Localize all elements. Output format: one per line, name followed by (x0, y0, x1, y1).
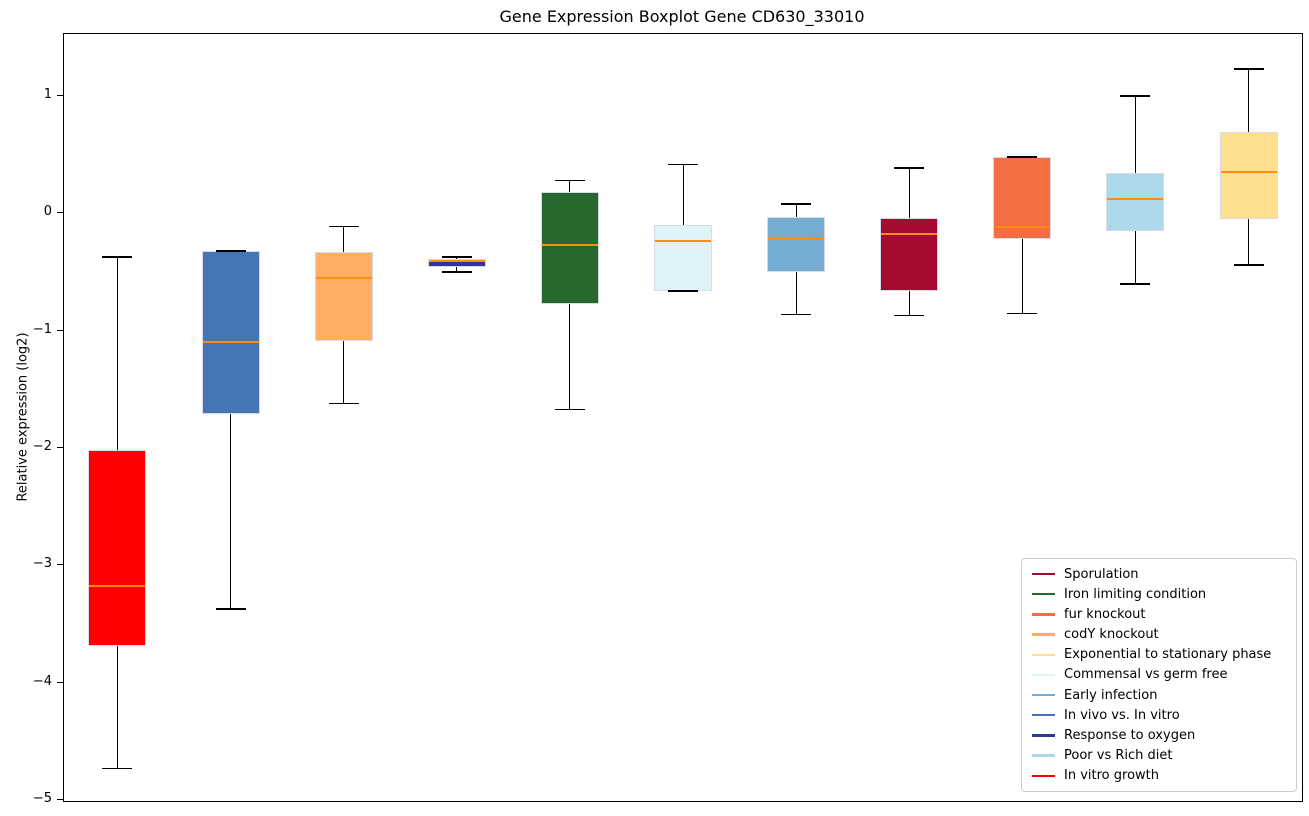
whisker-cap (1120, 95, 1151, 97)
median-line (202, 341, 259, 344)
box-rect (1219, 132, 1278, 220)
box-rect (1106, 173, 1165, 231)
y-tick-label: −1 (32, 321, 52, 337)
median-line (881, 233, 938, 236)
whisker-cap (894, 314, 925, 317)
whisker-cap (1007, 312, 1038, 315)
legend: Sporulation Iron limiting condition fur kn… (1021, 558, 1297, 792)
median-line (768, 236, 825, 239)
whisker-cap (441, 256, 472, 258)
chart-title: Gene Expression Boxplot Gene CD630_33010 (499, 7, 865, 26)
legend-item: Exponential to stationary phase (1032, 645, 1296, 664)
whisker-cap (102, 256, 133, 258)
legend-swatch (1032, 613, 1055, 616)
whisker-cap (1007, 156, 1038, 158)
legend-swatch (1032, 774, 1055, 777)
whisker-cap (1233, 68, 1264, 70)
y-axis-label: Relative expression (log2) (15, 332, 31, 502)
y-tick-label: −4 (32, 673, 52, 689)
y-tick-label: 0 (43, 204, 52, 220)
whisker-cap (894, 167, 925, 169)
whisker-cap (1120, 283, 1151, 285)
box-rect (993, 156, 1052, 240)
legend-swatch (1032, 734, 1055, 737)
y-tick-mark (57, 564, 64, 566)
legend-item: In vitro growth (1032, 766, 1296, 785)
legend-item: Sporulation (1032, 565, 1296, 584)
plot-area (63, 33, 1303, 802)
median-line (1107, 198, 1164, 201)
legend-item: codY knockout (1032, 625, 1296, 644)
legend-swatch (1032, 653, 1055, 656)
box-rect (767, 216, 826, 272)
whisker-cap (215, 608, 246, 610)
box-rect (88, 450, 147, 647)
median-line (655, 240, 711, 243)
box-rect (540, 192, 599, 304)
whisker-cap (781, 313, 812, 316)
legend-item: Poor vs Rich diet (1032, 746, 1296, 765)
y-tick-label: −3 (32, 556, 52, 572)
median-line (315, 276, 372, 279)
legend-swatch (1032, 673, 1055, 677)
legend-label: Iron limiting condition (1064, 586, 1207, 602)
whisker-cap (554, 408, 585, 411)
legend-label: fur knockout (1064, 606, 1146, 622)
whisker-cap (781, 203, 812, 205)
y-tick-mark (57, 681, 64, 683)
legend-label: Response to oxygen (1064, 727, 1196, 743)
legend-label: In vivo vs. In vitro (1064, 707, 1180, 723)
legend-item: Response to oxygen (1032, 726, 1296, 745)
median-line (89, 585, 146, 588)
legend-label: Commensal vs germ free (1064, 667, 1228, 683)
legend-swatch (1032, 693, 1055, 697)
box-rect (654, 225, 712, 291)
legend-swatch (1032, 593, 1055, 596)
y-tick-label: −2 (32, 438, 52, 454)
legend-label: Poor vs Rich diet (1064, 748, 1173, 764)
median-line (428, 260, 485, 263)
box-rect (880, 217, 939, 291)
box-rect (201, 250, 260, 414)
legend-swatch (1032, 633, 1055, 636)
y-tick-label: −5 (32, 790, 52, 806)
whisker-cap (328, 402, 359, 405)
y-tick-mark (57, 446, 64, 448)
y-tick-mark (57, 212, 64, 214)
legend-label: Sporulation (1064, 566, 1139, 582)
median-line (994, 226, 1051, 229)
legend-item: Iron limiting condition (1032, 585, 1296, 604)
box-rect (427, 259, 486, 268)
whisker-cap (1233, 264, 1264, 266)
y-tick-mark (57, 94, 64, 96)
whisker-line (230, 250, 232, 609)
legend-swatch (1032, 754, 1055, 757)
legend-label: Exponential to stationary phase (1064, 647, 1272, 663)
legend-item: In vivo vs. In vitro (1032, 706, 1296, 725)
median-line (541, 243, 598, 246)
whisker-cap (328, 225, 359, 228)
legend-item: fur knockout (1032, 605, 1296, 624)
legend-item: Early infection (1032, 686, 1296, 705)
whisker-cap (668, 163, 698, 165)
whisker-cap (102, 767, 133, 770)
whisker-cap (441, 271, 472, 273)
whisker-cap (668, 290, 698, 292)
box-rect (314, 252, 373, 342)
legend-label: codY knockout (1064, 627, 1159, 643)
y-tick-label: 1 (43, 86, 52, 102)
y-tick-mark (57, 329, 64, 331)
legend-label: Early infection (1064, 687, 1158, 703)
legend-label: In vitro growth (1064, 768, 1159, 784)
legend-swatch (1032, 572, 1055, 576)
median-line (1220, 171, 1277, 174)
legend-swatch (1032, 714, 1055, 717)
y-tick-mark (57, 798, 64, 800)
whisker-cap (554, 179, 585, 182)
whisker-cap (215, 250, 246, 252)
legend-item: Commensal vs germ free (1032, 665, 1296, 684)
